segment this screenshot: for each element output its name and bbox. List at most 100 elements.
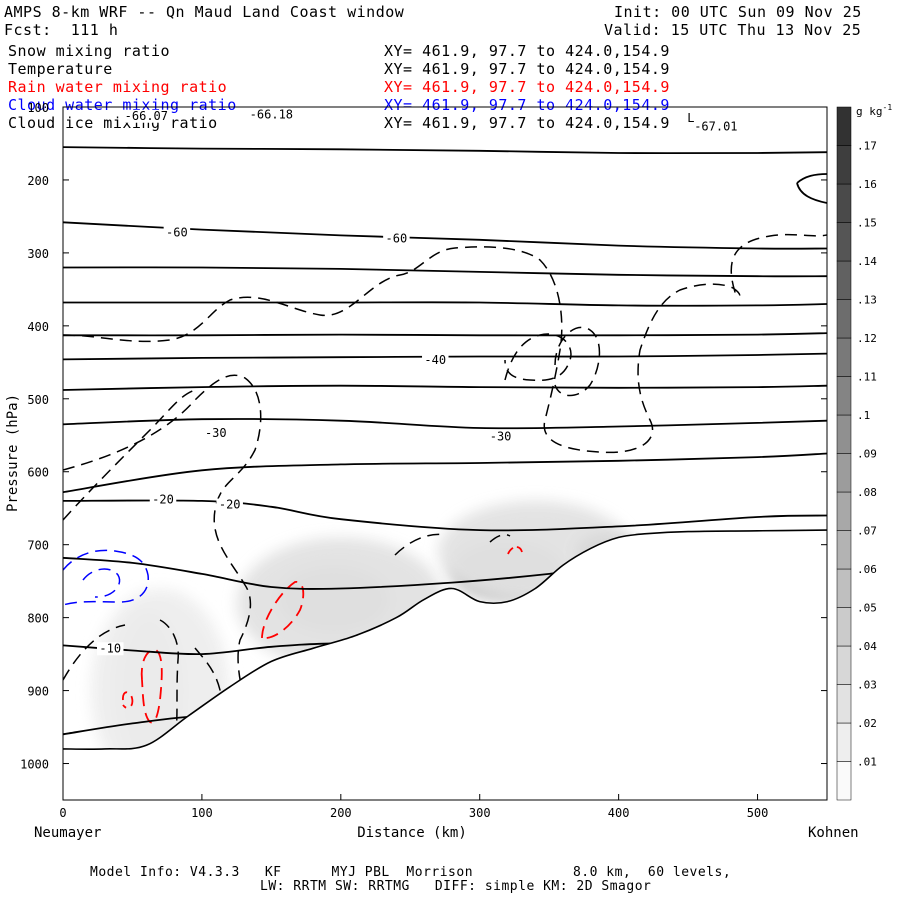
forecast-hour: Fcst: 111 h — [4, 21, 119, 39]
colorbar-tick-label: .14 — [857, 255, 877, 268]
axes: 0 100 200 300 400 500 100 200 300 400 500 600 700 800… — [20, 101, 827, 820]
isotherm-line — [63, 146, 827, 155]
model-info-line1: Model Info: V4.3.3 KF MYJ PBL Morrison 8… — [90, 865, 732, 880]
terrain-fill — [63, 530, 827, 800]
rain-water-contour — [507, 546, 523, 555]
colorbar-swatch — [836, 530, 852, 570]
colorbar-unit: g kg-1 — [856, 103, 892, 118]
temperature-contour — [796, 182, 827, 204]
y-tick-label: 500 — [27, 393, 49, 407]
colorbar-swatch — [836, 260, 852, 300]
y-tick-label: 1000 — [20, 758, 49, 772]
init-time: Init: 00 UTC Sun 09 Nov 25 — [614, 3, 862, 21]
colorbar: .01 .02 .03 .04 .05 .06 .07 .08 .09 .1 .11 .12 .13 .1… — [836, 106, 877, 801]
isotherm-label: -20 — [152, 492, 174, 506]
field-name-cloud-ice: Cloud ice mixing ratio — [8, 114, 218, 132]
cloud-water-contour — [82, 568, 121, 598]
cloud-ice-contour — [159, 619, 179, 736]
isotherm-line — [63, 452, 827, 494]
isotherm-label: -60 — [166, 225, 188, 239]
field-xy-temperature: XY= 461.9, 97.7 to 424.0,154.9 — [384, 60, 670, 78]
isotherm-label-bg — [163, 226, 191, 240]
colorbar-tick-label: .07 — [857, 525, 877, 538]
colorbar-swatch — [836, 684, 852, 724]
isotherm-line — [63, 301, 827, 307]
colorbar-swatch — [836, 414, 852, 454]
isotherm-label-bg — [691, 120, 741, 134]
isotherm-label: L — [687, 111, 694, 125]
cloud-water-contour — [63, 549, 149, 606]
colorbar-swatch — [836, 607, 852, 647]
model-info-line2: LW: RRTM SW: RRTMG DIFF: simple KM: 2D S… — [260, 879, 652, 894]
isotherm-label-bg — [149, 493, 177, 507]
valid-time: Valid: 15 UTC Thu 13 Nov 25 — [604, 21, 862, 39]
cloud-ice-contour — [489, 533, 511, 543]
rain-water-contour — [122, 691, 134, 709]
colorbar-tick-label: .02 — [857, 717, 877, 730]
colorbar-tick-label: .09 — [857, 448, 877, 461]
colorbar-tick-label: .01 — [857, 756, 877, 769]
isotherm-label: -40 — [424, 353, 446, 367]
terrain-surface-line — [62, 529, 828, 750]
y-tick-label: 600 — [27, 466, 49, 480]
y-tick-label: 100 — [27, 101, 49, 115]
isotherm-label-bg — [96, 642, 124, 656]
isotherm-label-bg — [487, 430, 514, 444]
isotherm-label: -66.18 — [250, 107, 293, 121]
field-xy-cloud-ice: XY= 461.9, 97.7 to 424.0,154.9 — [384, 114, 670, 132]
colorbar-swatch — [836, 106, 852, 146]
cloud-ice-contour — [504, 333, 572, 382]
temperature-labels: -66.07 -66.18 -67.01L -60 -60 -40 -30 -30 -20 -20… — [96, 107, 741, 656]
colorbar-swatch — [836, 222, 852, 262]
y-tick-label: 900 — [27, 685, 49, 699]
isotherm-label-bg — [202, 427, 230, 441]
cloud-ice-contour — [394, 533, 446, 556]
colorbar-swatch — [836, 761, 852, 801]
y-tick-label: 800 — [27, 612, 49, 626]
field-name-snow: Snow mixing ratio — [8, 42, 171, 60]
colorbar-tick-label: .1 — [857, 409, 870, 422]
field-name-rain: Rain water mixing ratio — [8, 78, 228, 96]
isotherm-line — [63, 352, 827, 361]
isotherm-line — [63, 384, 827, 391]
colorbar-tick-label: .12 — [857, 332, 877, 345]
isotherm-label: -67.01 — [694, 120, 737, 134]
isotherm-label-bg — [216, 498, 243, 512]
colorbar-swatch — [836, 376, 852, 416]
field-name-cloud-water: Cloud water mixing ratio — [8, 96, 237, 114]
x-tick-label: 200 — [330, 806, 352, 820]
temperature-contour — [796, 173, 827, 184]
colorbar-swatch — [836, 299, 852, 339]
colorbar-swatch — [836, 645, 852, 685]
isotherm-label: -30 — [490, 430, 512, 444]
colorbar-tick-label: .11 — [857, 371, 877, 384]
y-axis-label: Pressure (hPa) — [5, 394, 21, 512]
x-right-endpoint-label: Kohnen — [808, 825, 859, 841]
isotherm-label: -30 — [205, 426, 227, 440]
cloud-ice-contour — [63, 374, 262, 713]
x-tick-label: 0 — [59, 806, 66, 820]
x-tick-label: 400 — [608, 806, 630, 820]
colorbar-swatch — [836, 337, 852, 377]
colorbar-tick-label: .03 — [857, 679, 877, 692]
field-xy-snow: XY= 461.9, 97.7 to 424.0,154.9 — [384, 42, 670, 60]
colorbar-swatch — [836, 453, 852, 493]
x-tick-label: 500 — [747, 806, 769, 820]
cloud-ice-contour — [63, 624, 126, 681]
colorbar-swatch — [836, 722, 852, 762]
isotherm-label: -60 — [386, 231, 408, 245]
isotherm-line — [63, 332, 827, 337]
x-tick-label: 100 — [191, 806, 213, 820]
colorbar-swatch — [836, 183, 852, 223]
isotherm-label-bg — [121, 109, 171, 123]
x-tick-label: 300 — [469, 806, 491, 820]
colorbar-tick-label: .15 — [857, 217, 877, 230]
isotherm-line — [63, 499, 827, 532]
cloud-ice-contour — [63, 389, 196, 521]
field-xy-rain: XY= 461.9, 97.7 to 424.0,154.9 — [384, 78, 670, 96]
isotherm-label-bg — [383, 232, 410, 246]
y-tick-label: 300 — [27, 247, 49, 261]
field-xy-cloud-water: XY= 461.9, 97.7 to 424.0,154.9 — [384, 96, 670, 114]
y-tick-label: 700 — [27, 539, 49, 553]
